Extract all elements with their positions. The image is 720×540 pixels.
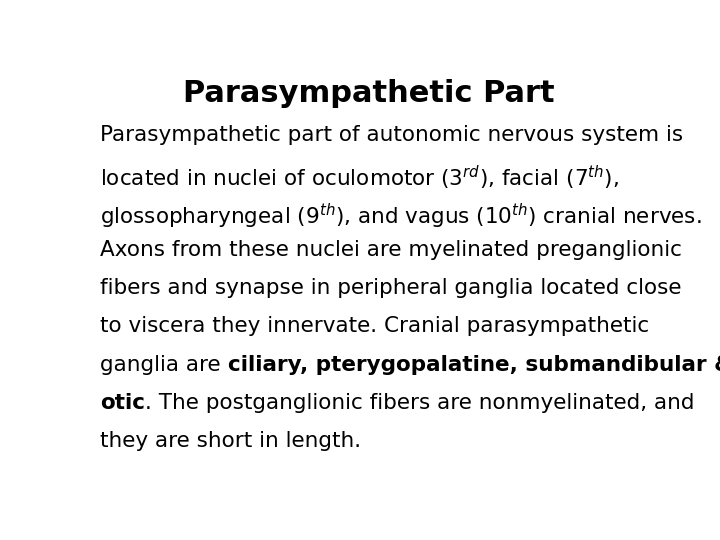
Text: Parasympathetic Part: Parasympathetic Part [183,79,555,109]
Text: glossopharyngeal (9$^{th}$), and vagus (10$^{th}$) cranial nerves.: glossopharyngeal (9$^{th}$), and vagus (… [100,201,702,231]
Text: . The postganglionic fibers are nonmyelinated, and: . The postganglionic fibers are nonmyeli… [145,393,695,413]
Text: ciliary, pterygopalatine, submandibular &: ciliary, pterygopalatine, submandibular … [228,355,720,375]
Text: they are short in length.: they are short in length. [100,431,361,451]
Text: Axons from these nuclei are myelinated preganglionic: Axons from these nuclei are myelinated p… [100,240,682,260]
Text: Parasympathetic part of autonomic nervous system is: Parasympathetic part of autonomic nervou… [100,125,683,145]
Text: ganglia are: ganglia are [100,355,228,375]
Text: fibers and synapse in peripheral ganglia located close: fibers and synapse in peripheral ganglia… [100,278,682,298]
Text: located in nuclei of oculomotor (3$^{rd}$), facial (7$^{th}$),: located in nuclei of oculomotor (3$^{rd}… [100,163,619,192]
Text: otic: otic [100,393,145,413]
Text: to viscera they innervate. Cranial parasympathetic: to viscera they innervate. Cranial paras… [100,316,649,336]
